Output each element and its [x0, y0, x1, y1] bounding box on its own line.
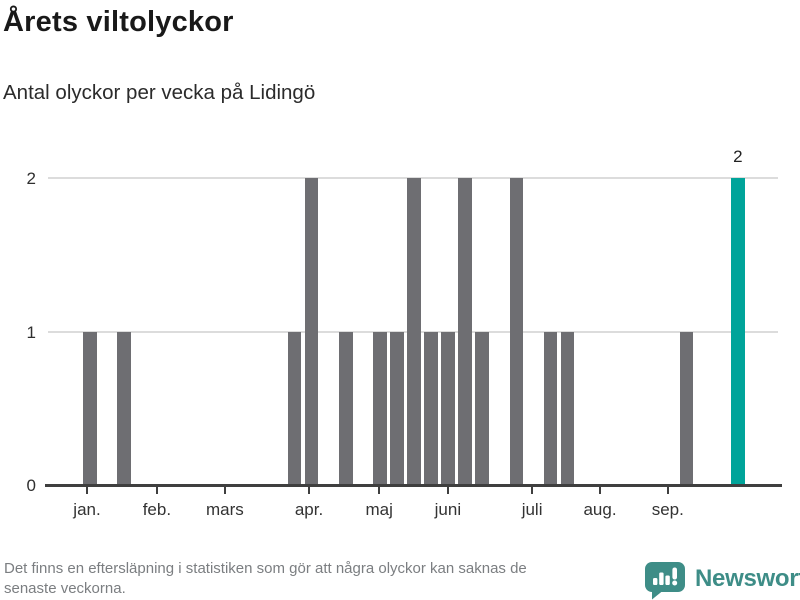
- x-axis-line: [45, 484, 782, 487]
- x-axis-month-label: jan.: [73, 500, 101, 519]
- x-axis-tick: [378, 487, 381, 494]
- bar-week: [509, 178, 524, 485]
- newsworthy-logo: Newsworthy: [644, 558, 800, 600]
- x-axis-tick: [446, 487, 449, 494]
- bar-week: [424, 331, 438, 485]
- x-axis-month-label: juli: [521, 500, 543, 519]
- x-axis-month-label: feb.: [142, 500, 172, 519]
- x-axis-month-label: mars: [206, 500, 244, 519]
- bar-week: [458, 178, 472, 485]
- x-axis-month-label: maj: [365, 500, 393, 519]
- bar-week: [475, 331, 489, 485]
- bar-week: [287, 331, 302, 485]
- bar-week: [560, 331, 575, 485]
- x-axis-month-label: apr.: [294, 500, 324, 519]
- x-axis-month-label: sep.: [651, 500, 684, 519]
- x-axis-month-label: aug.: [583, 500, 617, 519]
- bar-week-highlighted: [731, 178, 745, 485]
- y-axis-tick-label: 0: [26, 476, 36, 495]
- x-axis-tick: [155, 487, 158, 494]
- bar-week: [117, 331, 131, 485]
- newsworthy-bubble-chart-icon: [644, 559, 686, 600]
- bar-week: [407, 178, 421, 485]
- y-axis-tick-label: 1: [26, 322, 36, 342]
- chart-title: Årets viltolyckor: [3, 6, 234, 38]
- footnote-line-1: Det finns en eftersläpning i statistiken…: [4, 560, 527, 577]
- highlighted-bar-value-label: 2: [733, 147, 743, 166]
- y-axis-tick-label: 2: [26, 169, 36, 188]
- bar-week: [543, 331, 558, 485]
- x-axis-tick: [223, 487, 226, 494]
- bar-week: [304, 178, 319, 485]
- bar-week: [390, 331, 404, 485]
- bar-week: [441, 331, 455, 485]
- chart-subtitle: Antal olyckor per vecka på Lidingö: [3, 81, 316, 104]
- x-axis-tick: [308, 487, 310, 494]
- x-axis-tick: [599, 487, 601, 494]
- x-axis-tick: [666, 487, 669, 494]
- newsworthy-wordmark: Newsworthy: [695, 565, 800, 592]
- footnote-line-2: senaste veckorna.: [4, 580, 126, 597]
- x-axis-tick: [531, 487, 534, 494]
- bar-week: [339, 331, 353, 485]
- bar-week: [373, 331, 387, 485]
- bar-week: [679, 331, 694, 485]
- bar-week: [83, 331, 97, 485]
- x-axis-month-label: juni: [434, 500, 462, 519]
- footnote: Det finns en eftersläpning i statistiken…: [4, 559, 527, 599]
- x-axis-tick: [86, 487, 88, 494]
